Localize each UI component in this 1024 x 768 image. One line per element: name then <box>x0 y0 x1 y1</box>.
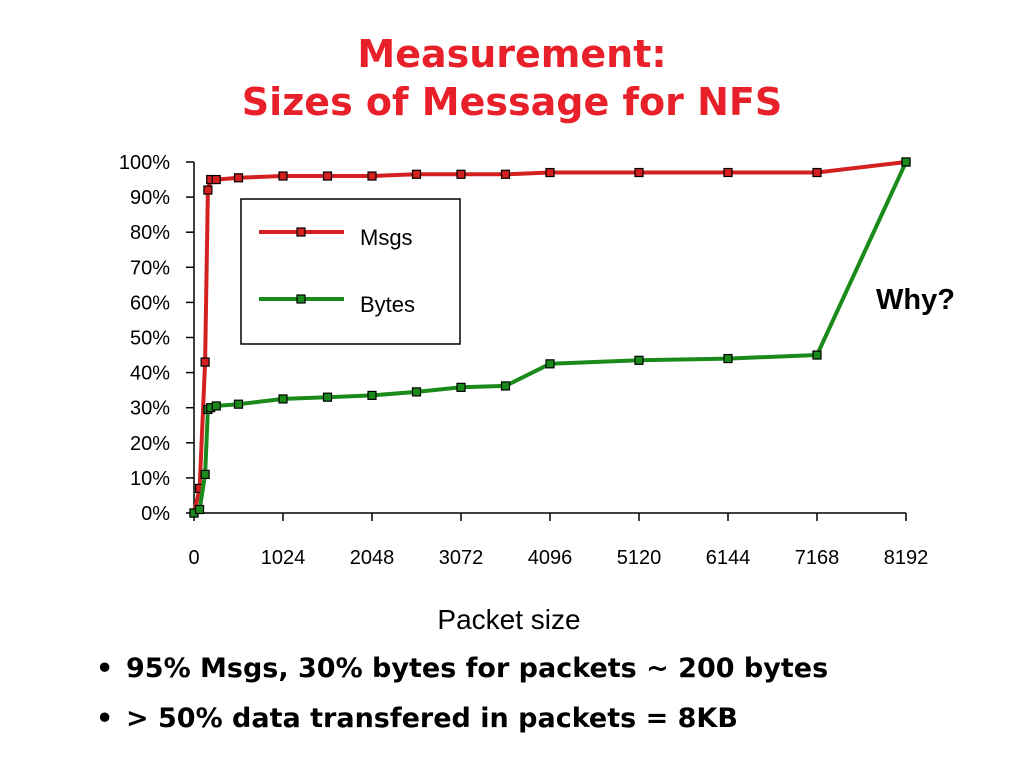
bullet-list: 95% Msgs, 30% bytes for packets ~ 200 by… <box>96 646 828 746</box>
data-point-msgs <box>211 174 221 185</box>
data-point-bytes <box>723 353 733 364</box>
data-point-bytes <box>545 359 555 369</box>
legend-marker-bytes <box>296 294 306 304</box>
y-tick-label: 90% <box>130 187 170 209</box>
data-point-msgs <box>634 167 644 178</box>
data-point-bytes <box>901 157 911 167</box>
x-tick-label: 1024 <box>261 547 306 569</box>
bullet-item: > 50% data transfered in packets = 8KB <box>96 696 828 746</box>
data-point-msgs <box>723 167 733 178</box>
y-tick-label: 60% <box>130 292 170 314</box>
data-point-bytes <box>812 350 822 360</box>
slide-title: Measurement: Sizes of Message for NFS <box>0 30 1024 126</box>
y-tick-label: 40% <box>130 363 170 385</box>
legend-box <box>240 198 461 345</box>
data-point-msgs <box>545 167 555 178</box>
x-tick-label: 6144 <box>706 547 751 569</box>
x-tick-label: 2048 <box>350 547 395 569</box>
data-point-msgs <box>322 171 333 181</box>
data-point-bytes <box>194 504 205 515</box>
data-point-msgs <box>411 169 422 179</box>
y-tick-label: 0% <box>141 503 170 525</box>
x-tick-label: 7168 <box>795 547 840 569</box>
x-axis-title: Packet size <box>437 604 580 635</box>
y-tick-label: 20% <box>130 433 170 455</box>
x-tick-label: 5120 <box>617 547 662 569</box>
data-point-msgs <box>367 171 377 181</box>
data-point-bytes <box>200 469 210 479</box>
x-tick-label: 3072 <box>439 547 484 569</box>
x-tick-label: 4096 <box>528 547 573 569</box>
bullet-item: 95% Msgs, 30% bytes for packets ~ 200 by… <box>96 646 828 696</box>
y-tick-label: 100% <box>119 152 170 174</box>
data-point-bytes <box>211 401 221 411</box>
slide-title-line-1: Measurement: <box>357 32 667 76</box>
y-tick-label: 30% <box>130 398 170 420</box>
series-line-msgs <box>192 160 907 514</box>
data-point-bytes <box>278 394 288 404</box>
series-line-bytes <box>192 161 908 515</box>
y-tick-label: 10% <box>130 468 170 490</box>
data-point-bytes <box>411 387 422 397</box>
data-point-msgs <box>278 171 288 181</box>
data-point-bytes <box>367 390 377 401</box>
y-tick-label: 70% <box>130 257 170 279</box>
slide-title-line-2: Sizes of Message for NFS <box>241 80 783 124</box>
data-point-msgs <box>203 185 213 195</box>
y-tick-label: 80% <box>130 222 170 244</box>
data-point-bytes <box>322 392 333 402</box>
data-point-bytes <box>634 355 644 365</box>
legend-marker-msgs <box>296 227 306 237</box>
legend-label: Bytes <box>360 292 415 317</box>
data-point-bytes <box>500 381 511 391</box>
data-point-bytes <box>233 399 244 409</box>
x-tick-label: 0 <box>188 547 199 569</box>
data-point-bytes <box>456 382 466 392</box>
legend-label: Msgs <box>360 225 413 250</box>
data-point-msgs <box>200 357 210 367</box>
x-tick-label: 8192 <box>884 547 929 569</box>
data-point-msgs <box>233 173 244 183</box>
data-point-msgs <box>812 167 822 178</box>
why-annotation: Why? <box>876 284 955 316</box>
data-point-msgs <box>500 169 511 179</box>
data-point-msgs <box>456 169 466 179</box>
y-tick-label: 50% <box>130 328 170 350</box>
